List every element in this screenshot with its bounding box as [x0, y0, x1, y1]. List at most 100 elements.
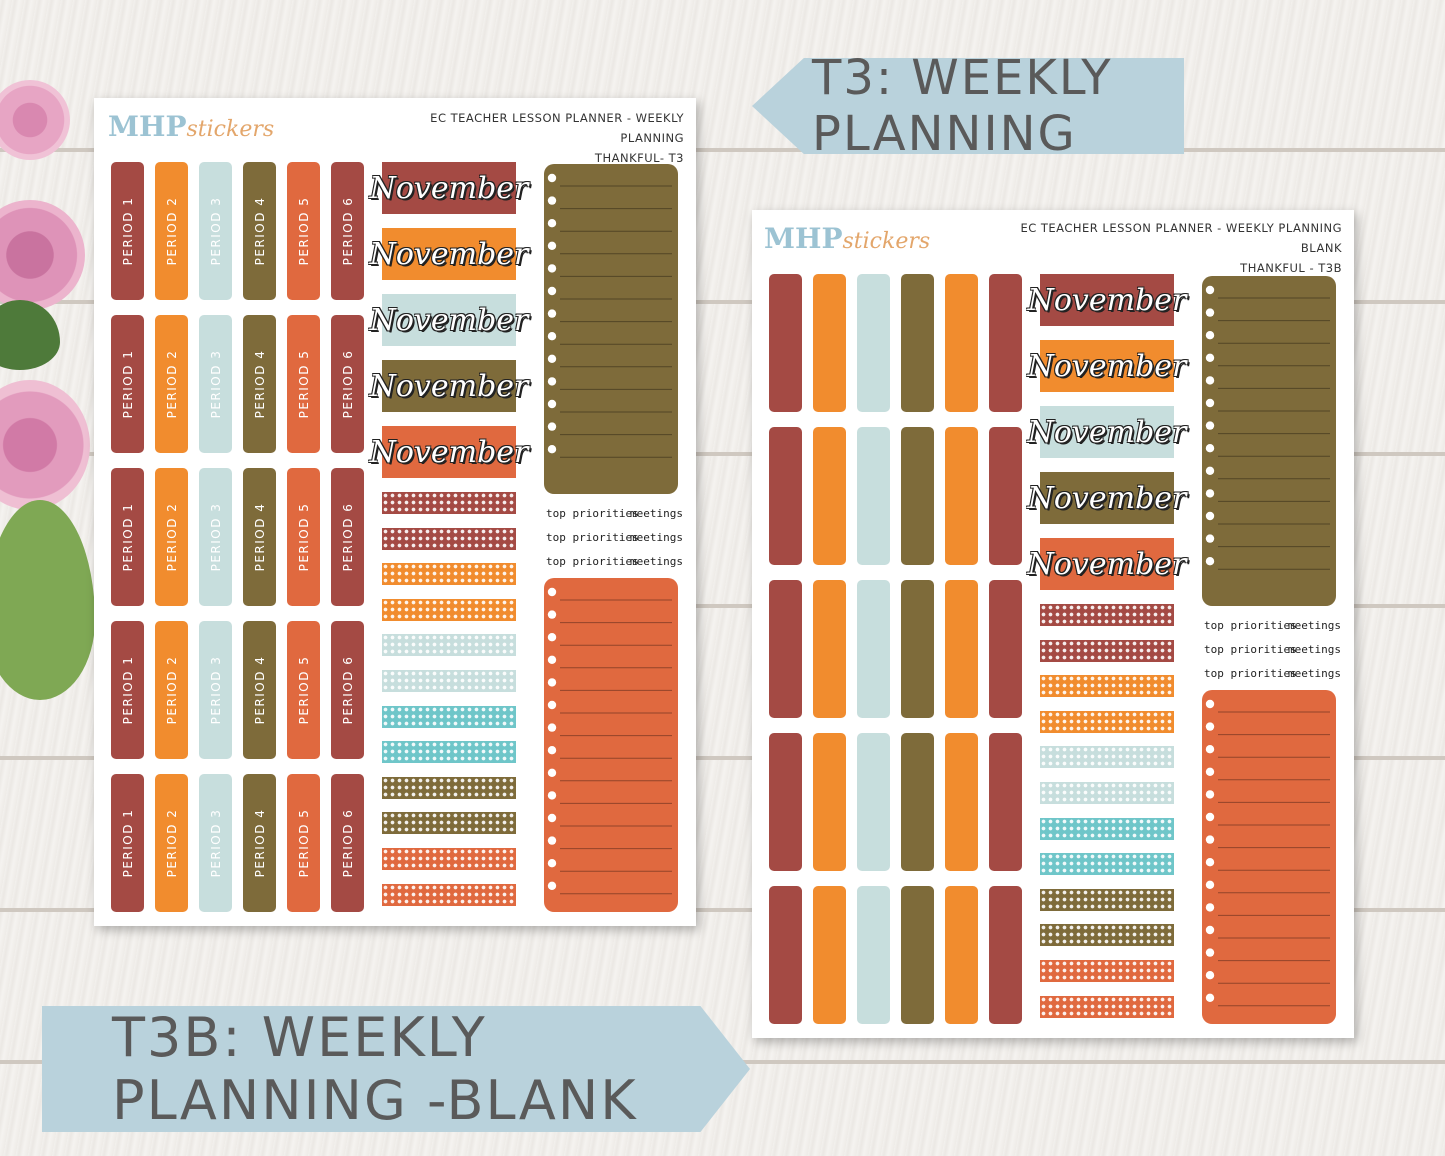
checklist-bullet	[547, 422, 557, 431]
period-tab: PERIOD 1	[111, 468, 144, 606]
checklist-bullet	[1205, 398, 1215, 408]
period-tab-label: PERIOD 3	[208, 655, 223, 725]
checklist-bullet	[547, 196, 557, 205]
polka-dot-strip	[382, 527, 516, 550]
period-tab: PERIOD 4	[243, 468, 276, 606]
period-tab-label: PERIOD 5	[296, 349, 311, 419]
polka-dot-strip	[1040, 995, 1174, 1018]
period-tab-label: PERIOD 3	[208, 502, 223, 572]
polka-dot-strip	[382, 741, 516, 764]
month-label: November	[370, 426, 528, 478]
banner-t3b: T3B: WEEKLY PLANNING -BLANK	[42, 1006, 750, 1132]
polka-dot-strip	[1040, 639, 1174, 662]
period-tab: PERIOD 6	[331, 621, 364, 759]
checklist-bullet	[547, 655, 557, 664]
checklist-bullet	[547, 723, 557, 732]
period-tab-label: PERIOD 1	[120, 808, 135, 878]
sheet2-rust-checklist-lines	[1205, 699, 1330, 1007]
checklist-bullet	[1205, 534, 1215, 543]
month-label: November	[370, 162, 528, 214]
period-tab-label: PERIOD 6	[340, 349, 355, 419]
period-tab	[857, 274, 890, 412]
label-meetings: meetings	[1288, 643, 1341, 656]
sheet1-header-title: EC TEACHER LESSON PLANNER - WEEKLY PLANN…	[430, 111, 684, 145]
checklist-bullet	[1205, 993, 1215, 1002]
sheet1-rust-checklist	[544, 578, 678, 912]
checklist-bullet	[1205, 767, 1215, 776]
period-tab	[857, 733, 890, 871]
period-tab: PERIOD 5	[287, 774, 320, 912]
checklist-bullet	[1205, 511, 1215, 521]
period-tab: PERIOD 1	[111, 621, 144, 759]
period-tab	[945, 274, 978, 412]
period-tab	[989, 274, 1022, 412]
period-tab: PERIOD 5	[287, 315, 320, 453]
period-tab-label: PERIOD 6	[340, 808, 355, 878]
period-tab	[813, 886, 846, 1024]
checklist-bullet	[547, 881, 557, 890]
polka-dot-strip	[382, 812, 516, 835]
checklist-bullet	[1205, 285, 1215, 295]
checklist-bullet	[1205, 421, 1215, 430]
period-tab: PERIOD 2	[155, 162, 188, 300]
sheet2-olive-checklist	[1202, 276, 1336, 606]
checklist-bullet	[547, 836, 557, 845]
period-tab	[989, 427, 1022, 565]
label-meetings: meetings	[630, 531, 683, 544]
checklist-bullet	[1205, 812, 1215, 822]
period-tab	[769, 733, 802, 871]
checklist-bullet	[547, 791, 557, 800]
checklist-bullet	[1205, 971, 1215, 980]
label-top-priorities: top priorities	[546, 531, 639, 544]
period-tab-label: PERIOD 6	[340, 502, 355, 572]
period-tab	[901, 427, 934, 565]
label-meetings: meetings	[630, 555, 683, 568]
polka-dot-strip	[382, 848, 516, 870]
sheet2-logo: MHPstickers	[764, 222, 931, 255]
period-tab-label: PERIOD 2	[164, 196, 179, 266]
label-meetings: meetings	[1288, 667, 1341, 680]
period-tab-label: PERIOD 4	[252, 655, 267, 725]
checklist-bullet	[547, 746, 557, 755]
period-tab-label: PERIOD 5	[296, 196, 311, 266]
checklist-bullet	[1205, 466, 1215, 475]
period-tab-label: PERIOD 6	[340, 655, 355, 725]
polka-dot-strip	[1040, 817, 1174, 840]
period-tab: PERIOD 4	[243, 621, 276, 759]
checklist-bullet	[547, 241, 557, 250]
polka-dot-strip	[1040, 746, 1174, 769]
month-label: November	[1028, 538, 1186, 590]
period-tab	[813, 427, 846, 565]
period-tab: PERIOD 3	[199, 621, 232, 759]
month-label: November	[1028, 274, 1186, 326]
label-top-priorities: top priorities	[546, 555, 639, 568]
sheet1-logo: MHPstickers	[108, 110, 275, 143]
checklist-bullet	[547, 219, 557, 228]
checklist-bullet	[547, 859, 557, 868]
label-top-priorities: top priorities	[1204, 643, 1297, 656]
polka-dot-strip	[1040, 604, 1174, 626]
checklist-bullet	[547, 309, 557, 318]
period-tab: PERIOD 2	[155, 315, 188, 453]
period-tab: PERIOD 2	[155, 621, 188, 759]
checklist-bullet	[1205, 699, 1215, 709]
sheet1-rust-checklist-lines	[547, 587, 672, 895]
period-tab	[857, 580, 890, 718]
label-top-priorities: top priorities	[1204, 667, 1297, 680]
checklist-bullet	[1205, 948, 1215, 957]
checklist-bullet	[1205, 376, 1215, 385]
banner-t3: T3: WEEKLY PLANNING	[752, 58, 1184, 154]
period-tab	[813, 274, 846, 412]
period-tab	[901, 733, 934, 871]
checklist-bullet	[547, 354, 557, 363]
period-tab: PERIOD 5	[287, 468, 320, 606]
checklist-bullet	[1205, 925, 1215, 935]
polka-dot-strip	[382, 883, 516, 906]
checklist-bullet	[1205, 557, 1215, 566]
period-tab	[901, 274, 934, 412]
period-tab: PERIOD 6	[331, 774, 364, 912]
period-tab: PERIOD 6	[331, 315, 364, 453]
sheet1-olive-checklist	[544, 164, 678, 494]
period-tab	[901, 580, 934, 718]
period-tab-label: PERIOD 5	[296, 502, 311, 572]
